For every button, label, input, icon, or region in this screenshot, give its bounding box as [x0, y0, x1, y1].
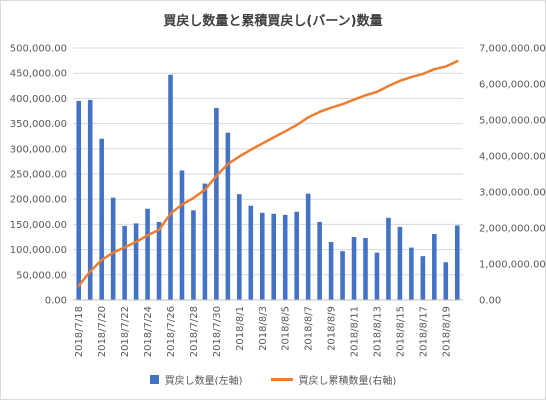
y-right-tick-label: 5,000,000.00	[479, 116, 546, 127]
bar	[317, 221, 322, 300]
bar	[87, 99, 93, 300]
y-left-tick-label: 350,000.00	[10, 119, 67, 130]
legend-swatch-line	[270, 378, 293, 381]
bar	[454, 225, 460, 300]
x-tick-label: 2018/7/30	[212, 306, 223, 357]
x-tick-label: 2018/8/11	[350, 306, 361, 357]
bar	[432, 233, 437, 300]
bar	[99, 138, 104, 300]
bar	[259, 212, 265, 300]
bar	[179, 170, 185, 300]
bar	[374, 252, 380, 300]
y-right-tick-label: 3,000,000.00	[479, 188, 546, 199]
x-tick-label: 2018/7/24	[143, 306, 154, 357]
bar	[409, 247, 414, 300]
y-left-tick-label: 200,000.00	[10, 195, 67, 206]
bar	[225, 132, 231, 300]
x-tick-label: 2018/8/5	[281, 306, 292, 351]
bar	[305, 193, 311, 300]
legend-item-bar: 買戻し数量(左軸)	[149, 372, 243, 387]
x-tick-label: 2018/8/3	[258, 306, 269, 351]
legend-label-line: 買戻し累積数量(右軸)	[298, 376, 397, 387]
bar	[294, 211, 299, 300]
x-tick-label: 2018/8/9	[327, 306, 338, 351]
x-tick-label: 2018/7/22	[120, 306, 131, 357]
bar	[76, 100, 82, 300]
y-right-tick-label: 1,000,000.00	[479, 260, 546, 271]
legend-item-line: 買戻し累積数量(右軸)	[270, 372, 397, 387]
bar	[386, 217, 391, 300]
x-tick-label: 2018/7/28	[189, 306, 200, 357]
bar	[202, 183, 208, 300]
y-right-tick-label: 0.00	[479, 296, 501, 307]
x-tick-label: 2018/8/19	[441, 306, 452, 357]
chart-legend: 買戻し数量(左軸) 買戻し累積数量(右軸)	[0, 372, 546, 387]
y-right-tick-label: 2,000,000.00	[479, 224, 546, 235]
bar	[168, 74, 173, 300]
bar	[282, 214, 288, 300]
bar	[237, 194, 242, 300]
x-tick-label: 2018/7/18	[74, 306, 85, 357]
x-tick-label: 2018/8/13	[372, 306, 383, 357]
y-right-tick-label: 6,000,000.00	[479, 80, 546, 91]
x-tick-label: 2018/7/26	[166, 306, 177, 357]
legend-swatch-bar	[149, 375, 159, 384]
bar	[133, 223, 139, 300]
y-left-tick-label: 250,000.00	[10, 170, 67, 181]
y-left-tick-label: 450,000.00	[10, 69, 67, 80]
bar	[363, 238, 368, 300]
bar	[145, 208, 150, 300]
y-left-tick-label: 300,000.00	[10, 144, 67, 155]
bar	[328, 242, 334, 300]
y-left-tick-label: 0.00	[45, 296, 67, 307]
bar	[122, 225, 127, 300]
y-left-tick-label: 500,000.00	[10, 44, 67, 55]
bar	[110, 197, 116, 300]
cumulative-line	[77, 59, 459, 288]
x-tick-label: 2018/8/1	[235, 306, 246, 351]
bar	[420, 256, 426, 300]
x-tick-label: 2018/8/17	[418, 306, 429, 357]
bar	[271, 213, 277, 300]
bar	[443, 262, 449, 300]
x-tick-label: 2018/8/7	[304, 306, 315, 351]
y-left-tick-label: 100,000.00	[10, 245, 67, 256]
bar	[156, 221, 162, 300]
y-right-tick-label: 4,000,000.00	[479, 152, 546, 163]
bar	[351, 237, 357, 300]
bar	[214, 107, 219, 300]
y-left-tick-label: 50,000.00	[16, 270, 67, 281]
legend-label-bar: 買戻し数量(左軸)	[164, 376, 243, 387]
bar	[397, 226, 403, 300]
bar	[340, 251, 345, 300]
x-tick-label: 2018/7/20	[97, 306, 108, 357]
y-right-tick-label: 7,000,000.00	[479, 44, 546, 55]
bar	[248, 205, 254, 300]
bar	[191, 210, 196, 300]
x-tick-label: 2018/8/15	[395, 306, 406, 357]
chart-title: 買戻し数量と累積買戻し(バーン)数量	[163, 14, 383, 29]
y-left-tick-label: 150,000.00	[10, 220, 67, 231]
y-left-tick-label: 400,000.00	[10, 94, 67, 105]
